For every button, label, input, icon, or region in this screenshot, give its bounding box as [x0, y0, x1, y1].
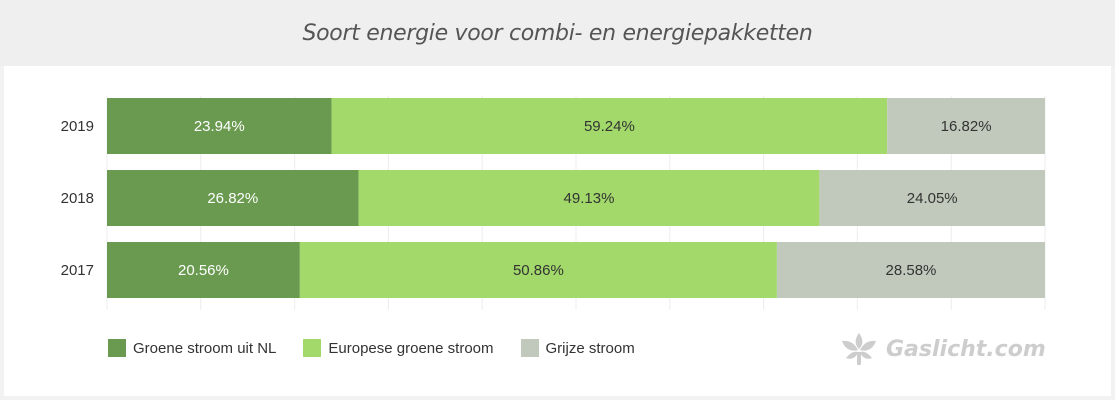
legend-swatch	[108, 339, 126, 357]
data-label: 59.24%	[584, 118, 635, 135]
data-label: 50.86%	[513, 262, 564, 279]
data-label: 20.56%	[178, 262, 229, 279]
bar-segment	[776, 242, 1045, 298]
chart-header: Soort energie voor combi- en energiepakk…	[0, 0, 1115, 66]
bar-segment	[819, 170, 1045, 226]
legend-item: Europese groene stroom	[303, 339, 494, 357]
data-label: 23.94%	[194, 118, 245, 135]
data-label: 28.58%	[886, 262, 937, 279]
bar-segment	[887, 98, 1045, 154]
legend-label: Groene stroom uit NL	[133, 339, 277, 357]
brand-watermark: Gaslicht.com	[838, 331, 1046, 367]
data-label: 16.82%	[941, 118, 992, 135]
bar-segment	[107, 98, 332, 154]
y-tick-label: 2018	[61, 190, 94, 207]
legend-swatch	[303, 339, 322, 357]
legend-item: Grijze stroom	[520, 339, 635, 357]
stacked-bar-chart: 2019 23.94% 59.24% 16.82% 2018 26.82% 49.13% 24…	[61, 96, 1046, 310]
y-tick-label: 2017	[61, 262, 94, 279]
bar-segment	[107, 170, 359, 226]
legend-label: Europese groene stroom	[328, 339, 494, 357]
bar-segment	[299, 242, 777, 298]
chart-title: Soort energie voor combi- en energiepakk…	[302, 20, 813, 46]
legend-swatch	[520, 339, 539, 357]
data-label: 49.13%	[564, 190, 615, 207]
legend-item: Groene stroom uit NL	[108, 339, 276, 357]
chart-panel: 2019 23.94% 59.24% 16.82% 2018 26.82% 49.13% 24…	[4, 66, 1111, 396]
data-label: 26.82%	[207, 190, 258, 207]
bar-segment	[331, 98, 888, 154]
bar-segment	[107, 242, 300, 298]
data-label: 24.05%	[907, 190, 958, 207]
legend-label: Grijze stroom	[545, 339, 635, 357]
brand-name: Gaslicht.com	[886, 336, 1046, 362]
gaslicht-flame-icon	[842, 333, 876, 365]
bar-segment	[358, 170, 820, 226]
chart-legend: Groene stroom uit NL Europese groene stro…	[108, 339, 662, 357]
y-tick-label: 2019	[61, 118, 94, 135]
